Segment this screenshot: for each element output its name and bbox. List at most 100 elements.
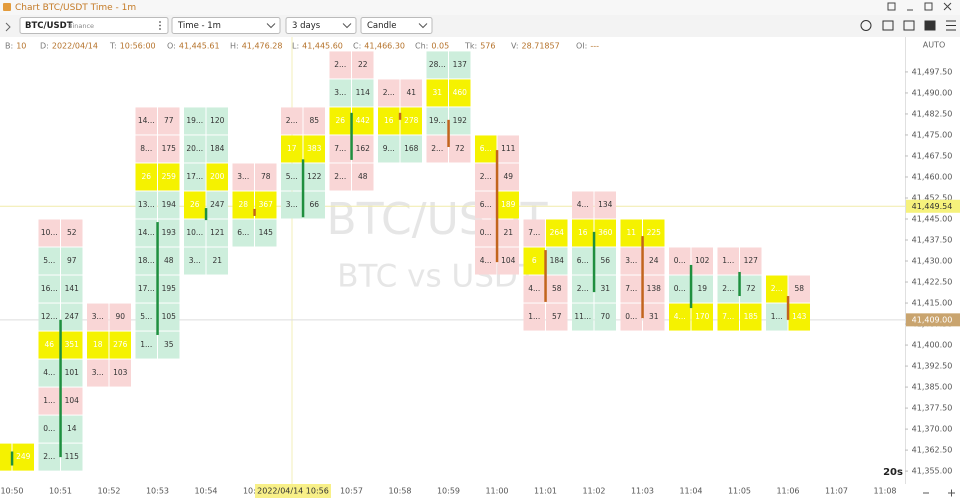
candle-body — [544, 250, 547, 302]
candle-body — [592, 231, 596, 293]
footprint-cell — [523, 219, 545, 247]
y-tick-label: 41,400.00 — [912, 341, 953, 350]
ask-volume: 31 — [649, 312, 659, 321]
ask-volume: 58 — [552, 284, 562, 293]
footprint-cell — [378, 79, 400, 107]
crosshair-time-label: 2022/04/14 10:56 — [257, 487, 329, 496]
info-label: H: — [230, 42, 239, 51]
footprint-cell — [61, 275, 83, 303]
y-tick-label: 41,362.50 — [912, 446, 953, 455]
style-dropdown[interactable] — [360, 17, 433, 34]
icon-template[interactable] — [924, 20, 936, 31]
footprint-cell — [400, 135, 422, 163]
bid-volume: 26 — [190, 200, 200, 209]
icon-menu[interactable] — [946, 20, 956, 31]
window-controls[interactable] — [887, 2, 952, 11]
title-bar — [0, 0, 960, 15]
symbol-box[interactable] — [19, 17, 169, 34]
overlays: 41,409.00 41,449.54 2022/04/14 10:56 — [255, 199, 960, 498]
ask-volume: 104 — [65, 396, 80, 405]
ask-volume: 66 — [309, 200, 319, 209]
footprint-cell — [281, 135, 303, 163]
icon-grid[interactable] — [882, 20, 894, 31]
bid-volume: 11... — [574, 312, 591, 321]
bid-volume: 5... — [43, 256, 55, 265]
footprint-cell — [329, 51, 351, 79]
footprint-cell — [38, 219, 60, 247]
footprint-cell — [352, 163, 374, 191]
ask-volume: 192 — [453, 116, 468, 125]
footprint-cell — [546, 247, 568, 275]
bid-volume: 2... — [577, 284, 589, 293]
y-tick-label: 41,422.50 — [912, 278, 953, 287]
candle-body — [689, 264, 693, 309]
bid-volume: 31 — [432, 88, 442, 97]
bid-volume: 18 — [93, 340, 103, 349]
ask-volume: 121 — [210, 228, 225, 237]
toolbar-toggle[interactable] — [5, 22, 11, 32]
bid-volume: 3... — [237, 172, 249, 181]
ask-volume: 138 — [647, 284, 662, 293]
info-label: OI: — [576, 42, 587, 51]
y-tick-label: 41,445.00 — [912, 215, 953, 224]
y-tick-label: 41,355.00 — [912, 467, 953, 476]
y-tick-label: 41,452.50 — [912, 193, 953, 202]
range-dropdown[interactable] — [285, 17, 357, 34]
info-label: Ch: — [415, 42, 428, 51]
footprint-cell — [740, 275, 762, 303]
window-pin[interactable] — [887, 2, 896, 11]
footprint-cell — [717, 275, 739, 303]
bid-volume: 46 — [44, 340, 54, 349]
bid-volume: 28... — [429, 60, 446, 69]
bid-volume: 19... — [186, 116, 203, 125]
zoom-controls[interactable] — [923, 489, 955, 497]
icon-chat[interactable] — [860, 20, 872, 31]
symbol-menu[interactable] — [159, 21, 161, 30]
info-label: V: — [511, 42, 519, 51]
ask-volume: 195 — [162, 284, 177, 293]
bid-volume: 2... — [43, 452, 55, 461]
toolbar-icons[interactable] — [860, 20, 956, 31]
info-value: 28.71857 — [522, 42, 560, 51]
info-value: 576 — [480, 42, 495, 51]
footprint-cell — [158, 135, 180, 163]
timeframe-dropdown[interactable] — [171, 17, 281, 34]
x-tick-label: 10:50 — [0, 487, 23, 496]
bid-volume: 7... — [334, 144, 346, 153]
info-value: 41,466.30 — [364, 42, 405, 51]
footprint-cell — [206, 247, 228, 275]
ask-volume: 168 — [404, 144, 419, 153]
info-value: --- — [590, 42, 599, 51]
window-close[interactable] — [943, 2, 952, 11]
candle-body — [10, 451, 14, 466]
x-tick-label: 10:58 — [388, 487, 411, 496]
ask-volume: 49 — [503, 172, 513, 181]
ask-volume: 77 — [164, 116, 174, 125]
icon-layout[interactable] — [903, 20, 915, 31]
bid-volume: 2... — [334, 172, 346, 181]
footprint-cell — [87, 303, 109, 331]
bid-volume: 4... — [480, 256, 492, 265]
y-tick-label: 41,415.00 — [912, 299, 953, 308]
ask-volume: 460 — [453, 88, 468, 97]
footprint-cell — [206, 135, 228, 163]
candle-bodies — [10, 112, 790, 466]
ask-volume: 189 — [501, 200, 516, 209]
ask-volume: 105 — [162, 312, 177, 321]
x-tick-label: 10:51 — [49, 487, 72, 496]
bid-volume: 6... — [237, 228, 249, 237]
footprint-cell — [475, 247, 497, 275]
ask-volume: 175 — [162, 144, 177, 153]
app-icon — [3, 3, 11, 11]
bid-volume: 28 — [238, 200, 248, 209]
footprint-cell — [281, 191, 303, 219]
y-tick-label: 41,475.00 — [912, 130, 953, 139]
zoom-in[interactable] — [948, 489, 955, 497]
ask-volume: 19 — [697, 284, 707, 293]
footprint-cell — [158, 107, 180, 135]
exchange: Binance — [68, 22, 94, 30]
footprint-cell — [281, 163, 303, 191]
y-tick-label: 41,482.50 — [912, 109, 953, 118]
window-maximize[interactable] — [924, 2, 933, 11]
axis-mode[interactable]: AUTO — [923, 41, 946, 50]
